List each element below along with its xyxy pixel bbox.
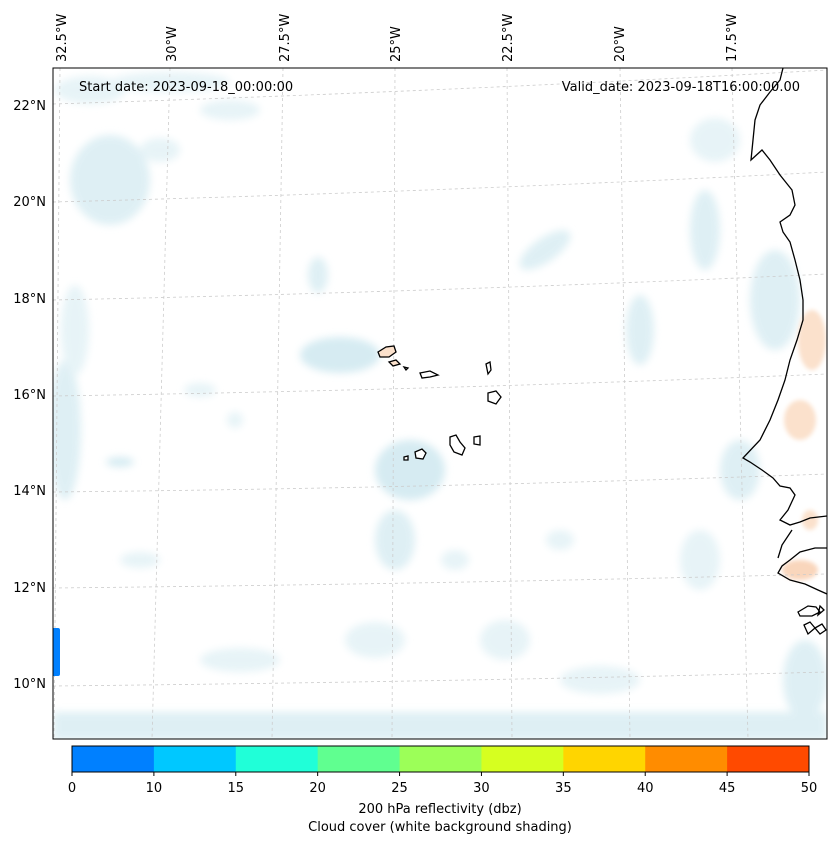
lat-label: 18°N xyxy=(13,292,46,307)
colorbar: 0 10 15 20 25 30 35 40 45 50 200 hPa reflectivity… xyxy=(68,745,817,835)
map-panel xyxy=(53,68,827,739)
island-boa-vista xyxy=(487,390,502,405)
colorbar-segment xyxy=(317,746,401,772)
african-coastline xyxy=(741,68,827,636)
colorbar-tick-label: 0 xyxy=(68,781,76,796)
lon-label: 25°W xyxy=(389,26,404,62)
longitude-labels: 32.5°W 30°W 27.5°W 25°W 22.5°W 20°W 17.5… xyxy=(55,14,740,62)
island-santo-antao xyxy=(377,345,397,358)
colorbar-label-secondary: Cloud cover (white background shading) xyxy=(308,820,572,835)
colorbar-segments xyxy=(72,746,810,772)
island-sal xyxy=(485,361,492,376)
colorbar-tick-label: 20 xyxy=(309,781,326,796)
colorbar-segment xyxy=(727,746,810,772)
colorbar-tick-label: 25 xyxy=(391,781,408,796)
colorbar-tick-label: 30 xyxy=(473,781,490,796)
lat-label: 22°N xyxy=(13,99,46,114)
colorbar-tick-label: 15 xyxy=(228,781,245,796)
colorbar-ticks: 0 10 15 20 25 30 35 40 45 50 xyxy=(68,772,817,796)
lon-label: 22.5°W xyxy=(501,14,516,62)
cloud-cover-shading xyxy=(53,72,827,739)
colorbar-segment xyxy=(72,746,155,772)
colorbar-tick-label: 40 xyxy=(637,781,654,796)
graticule xyxy=(53,68,827,739)
start-date-label: Start date: 2023-09-18_00:00:00 xyxy=(79,80,293,95)
lat-label: 10°N xyxy=(13,677,46,692)
latitude-labels: 22°N 20°N 18°N 16°N 14°N 12°N 10°N xyxy=(13,99,46,692)
lat-label: 16°N xyxy=(13,388,46,403)
lat-label: 20°N xyxy=(13,195,46,210)
colorbar-segment xyxy=(481,746,564,772)
island-sao-vicente xyxy=(387,359,402,367)
island-santiago xyxy=(449,434,466,456)
colorbar-label-primary: 200 hPa reflectivity (dbz) xyxy=(358,802,521,817)
reflectivity-patch xyxy=(53,628,60,676)
colorbar-segment xyxy=(235,746,319,772)
island-fogo xyxy=(414,448,427,460)
island-sao-nicolau xyxy=(419,370,440,379)
island-maio xyxy=(473,435,481,446)
colorbar-frame xyxy=(71,745,810,773)
colorbar-tick-label: 35 xyxy=(555,781,572,796)
colorbar-segment xyxy=(153,746,237,772)
colorbar-tick-label: 45 xyxy=(719,781,736,796)
lon-label: 17.5°W xyxy=(725,14,740,62)
lat-label: 14°N xyxy=(13,484,46,499)
colorbar-tick-label: 50 xyxy=(801,781,818,796)
island-brava xyxy=(403,455,409,461)
cape-verde-islands xyxy=(377,345,502,461)
colorbar-segment xyxy=(563,746,646,772)
lon-label: 30°W xyxy=(165,26,180,62)
lon-label: 27.5°W xyxy=(278,14,293,62)
colorbar-segment xyxy=(399,746,482,772)
lon-label: 20°W xyxy=(613,26,628,62)
lon-label: 32.5°W xyxy=(55,14,70,62)
land-warm-shading xyxy=(782,310,826,580)
lat-label: 12°N xyxy=(13,581,46,596)
valid-date-label: Valid_date: 2023-09-18T16:00:00.00 xyxy=(562,80,800,95)
map-frame xyxy=(52,67,828,740)
colorbar-segment xyxy=(645,746,728,772)
island-santa-luzia xyxy=(402,365,410,372)
colorbar-tick-label: 10 xyxy=(146,781,163,796)
